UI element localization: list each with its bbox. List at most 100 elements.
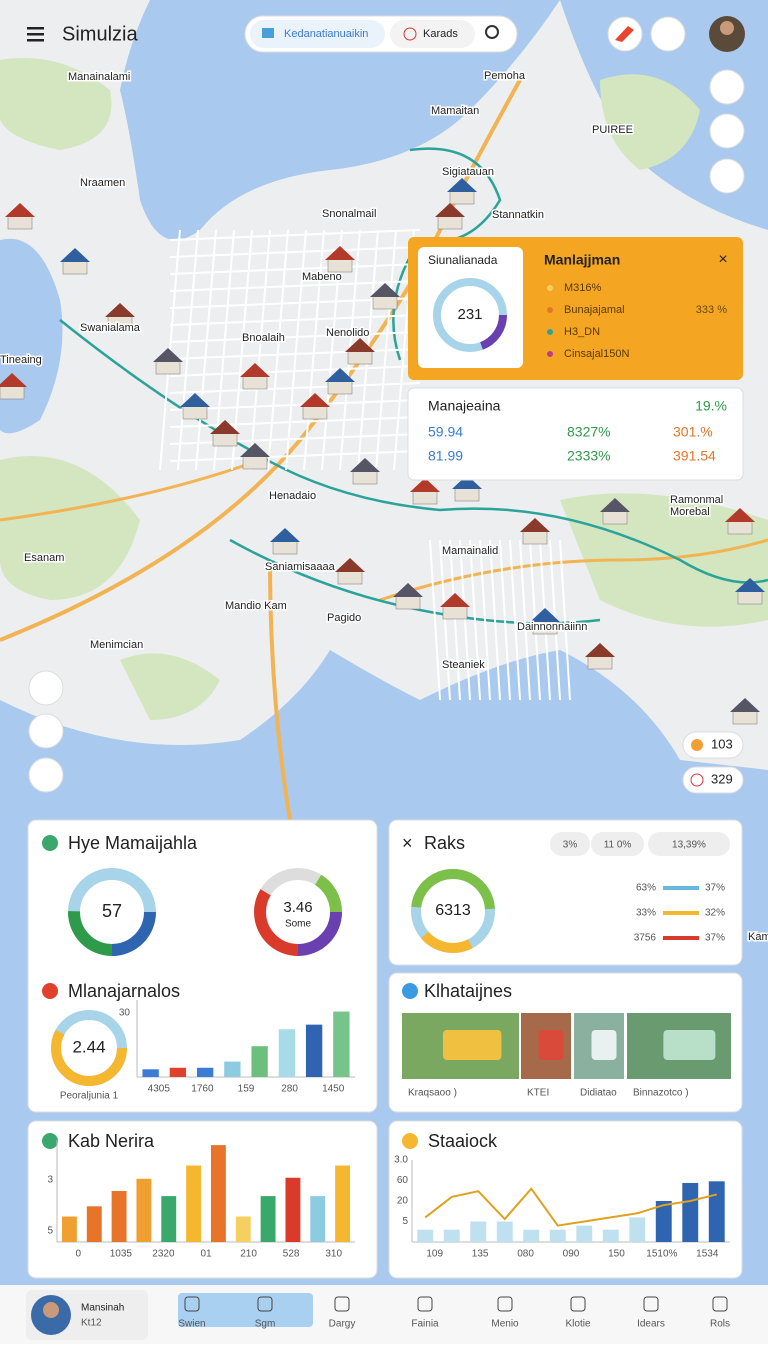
house-roof	[735, 578, 765, 592]
nav-label[interactable]: Idears	[637, 1319, 665, 1330]
map-label: Esanam	[24, 552, 64, 564]
bar	[278, 1029, 296, 1077]
house	[522, 529, 548, 545]
chip[interactable]	[591, 832, 644, 856]
nav-label[interactable]: Sgm	[255, 1319, 276, 1330]
nav-icon[interactable]	[334, 1296, 350, 1312]
street	[449, 539, 461, 701]
nav-icon[interactable]	[497, 1296, 513, 1312]
route-button[interactable]	[709, 113, 745, 149]
street	[439, 539, 451, 701]
nav-label[interactable]: Dargy	[329, 1319, 356, 1330]
bar	[210, 1145, 226, 1242]
x-tick-label: 090	[563, 1249, 580, 1260]
nav-label[interactable]: Fainia	[411, 1319, 439, 1330]
badge[interactable]	[682, 766, 744, 794]
avatar-face	[720, 21, 734, 35]
popup-item-value: 333 %	[696, 304, 727, 316]
street	[499, 539, 511, 701]
menu-button[interactable]	[27, 27, 44, 42]
panel-button[interactable]	[28, 713, 64, 749]
bar-chart: 4305 1760 159 280 1450	[136, 1000, 355, 1095]
house-roof	[5, 203, 35, 217]
close-icon[interactable]: ×	[402, 833, 413, 853]
street	[375, 229, 397, 471]
map-label: Dainnonnaiinn	[517, 621, 587, 633]
street	[169, 433, 421, 445]
popup-item: Cinsajal150N	[564, 348, 629, 360]
popup-item: H3_DN	[564, 326, 600, 338]
icon	[262, 28, 274, 38]
y-tick-label: 60	[397, 1175, 409, 1186]
nav-label[interactable]: Swien	[178, 1319, 205, 1330]
street	[169, 331, 421, 343]
nav-icon[interactable]	[417, 1296, 433, 1312]
icon	[690, 773, 704, 787]
search-tab[interactable]	[250, 20, 385, 48]
icon	[615, 26, 634, 42]
chip[interactable]	[550, 832, 590, 856]
house	[372, 294, 398, 310]
chip[interactable]	[648, 832, 730, 856]
map-label: Mamainalid	[442, 545, 498, 557]
user-sub: Kt12	[81, 1318, 102, 1329]
map-label: Sigiatauan	[442, 166, 494, 178]
item-dot	[547, 351, 553, 357]
stats-card	[407, 387, 744, 481]
layers-button[interactable]	[709, 158, 745, 194]
donut-sub: Some	[285, 919, 312, 930]
x-tick-label: 1510%	[646, 1249, 677, 1260]
nav-icon[interactable]	[184, 1296, 200, 1312]
x-tick-label: 2320	[152, 1249, 175, 1260]
house	[727, 519, 753, 535]
search-tab[interactable]	[390, 20, 475, 48]
nav-icon[interactable]	[570, 1296, 586, 1312]
badge[interactable]	[682, 731, 744, 759]
street	[469, 539, 481, 701]
stats-rows: 59.94 8327% 301.% 81.99 2333% 391.54	[428, 424, 716, 464]
badge-value: 103	[711, 736, 733, 751]
icon	[402, 1133, 418, 1149]
bar	[260, 1196, 276, 1242]
house	[732, 709, 758, 725]
profile-button[interactable]	[650, 16, 686, 52]
houses	[0, 178, 765, 725]
house-roof	[270, 528, 300, 542]
network-button[interactable]	[28, 757, 64, 793]
close-button[interactable]: ×	[718, 251, 727, 268]
photos: Kraqsaoo ) KTEI Didiatao Binnazotco )	[402, 1013, 731, 1099]
house-roof	[0, 373, 27, 387]
bar	[629, 1217, 646, 1242]
nav-icon[interactable]	[257, 1296, 273, 1312]
house	[347, 349, 373, 365]
donut-segment	[51, 1010, 127, 1086]
house-roof	[530, 608, 560, 622]
house	[0, 384, 25, 400]
stat-value: 81.99	[428, 448, 463, 464]
chip-label: 13,39%	[672, 840, 706, 851]
bar	[523, 1229, 540, 1242]
map-label: Mandio Kam	[225, 600, 287, 612]
map-park	[0, 58, 112, 150]
nav-label[interactable]: Menio	[491, 1319, 519, 1330]
nav-icon[interactable]	[712, 1296, 728, 1312]
street	[169, 450, 421, 462]
nav-icon[interactable]	[643, 1296, 659, 1312]
settings-button[interactable]	[709, 69, 745, 105]
speed-button[interactable]	[28, 670, 64, 706]
house	[737, 589, 763, 605]
search-icon[interactable]	[485, 25, 499, 39]
x-tick-label: 310	[325, 1249, 342, 1260]
panel-title: Mlanajarnalos	[68, 981, 180, 1001]
popup-title: Manlajjman	[544, 252, 620, 268]
icon	[691, 739, 703, 751]
nav-label[interactable]: Rols	[710, 1319, 730, 1330]
street	[169, 416, 421, 428]
nav-label[interactable]: Klotie	[565, 1319, 590, 1330]
bar	[417, 1229, 434, 1242]
item-dot	[547, 307, 553, 313]
house	[242, 374, 268, 390]
street	[285, 229, 307, 471]
bar	[251, 1046, 268, 1077]
house	[602, 509, 628, 525]
